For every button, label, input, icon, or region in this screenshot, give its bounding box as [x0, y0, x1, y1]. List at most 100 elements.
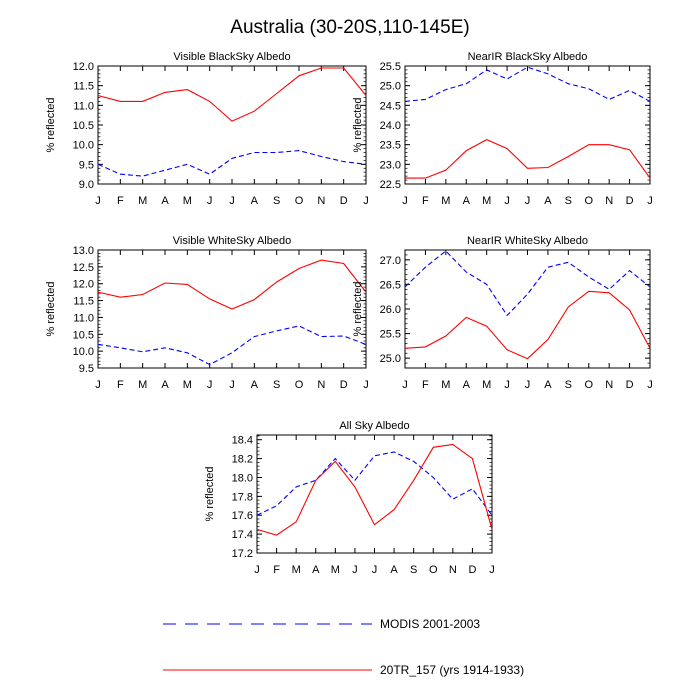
x-tick-label: J — [647, 379, 653, 391]
y-tick-label: 25.5 — [380, 61, 401, 73]
x-tick-label: A — [390, 564, 398, 576]
chart-title: Visible WhiteSky Albedo — [173, 235, 291, 247]
x-tick-label: M — [183, 195, 192, 207]
y-tick-label: 9.5 — [79, 159, 94, 171]
plot-frame — [404, 65, 651, 185]
modis-series-line — [404, 250, 651, 317]
y-tick-label: 9.5 — [79, 363, 94, 375]
x-tick-label: M — [441, 195, 450, 207]
chart-panel-3: Visible WhiteSky Albedo % reflected 9.5 10.… — [45, 235, 369, 391]
y-tick-label: 17.6 — [232, 510, 253, 522]
x-tick-label: J — [372, 564, 378, 576]
y-tick-label: 25.0 — [380, 353, 401, 365]
x-tick-label: J — [525, 379, 531, 391]
x-tick-label: S — [410, 564, 417, 576]
x-tick-label: J — [207, 195, 213, 207]
y-axis-label: % reflected — [204, 466, 216, 521]
y-tick-label: 25.5 — [380, 329, 401, 341]
x-tick-label: J — [254, 564, 260, 576]
x-tick-label: A — [251, 195, 259, 207]
x-tick-label: N — [449, 564, 457, 576]
x-tick-label: M — [138, 195, 147, 207]
y-tick-label: 18.2 — [232, 454, 253, 466]
chart-panel-5: All Sky Albedo % reflected 17.2 17.4 17.6 17.… — [204, 420, 495, 576]
y-tick-label: 12.0 — [73, 61, 94, 73]
chart-panel-2: NearIR BlackSky Albedo % reflected 22.5 23.… — [352, 51, 653, 207]
y-tick-label: 26.5 — [380, 279, 401, 291]
x-tick-label: M — [183, 379, 192, 391]
y-tick-label: 17.4 — [232, 529, 253, 541]
y-tick-label: 10.5 — [73, 329, 94, 341]
y-tick-label: 11.5 — [73, 296, 94, 308]
x-tick-label: J — [504, 195, 510, 207]
model-series-line — [256, 443, 493, 536]
y-tick-label: 23.0 — [380, 159, 401, 171]
x-tick-label: S — [565, 379, 572, 391]
model-series-line — [405, 138, 651, 179]
x-tick-label: J — [363, 379, 369, 391]
x-tick-label: N — [317, 195, 325, 207]
y-tick-label: 26.0 — [380, 304, 401, 316]
chart-panel-4: NearIR WhiteSky Albedo % reflected 25.0 25.… — [352, 235, 653, 391]
x-tick-label: S — [273, 195, 280, 207]
figure-title: Australia (30-20S,110-145E) — [230, 17, 469, 38]
y-tick-label: 22.5 — [380, 179, 401, 191]
modis-series-line — [97, 325, 367, 366]
x-tick-label: F — [422, 195, 429, 207]
x-tick-label: A — [161, 195, 169, 207]
modis-series-line — [256, 451, 493, 516]
x-tick-label: A — [544, 195, 552, 207]
y-axis-label: % reflected — [352, 97, 364, 152]
x-tick-label: J — [525, 195, 531, 207]
x-tick-label: O — [584, 379, 593, 391]
y-tick-label: 18.4 — [232, 435, 253, 447]
y-tick-label: 10.0 — [73, 140, 94, 152]
x-tick-label: D — [340, 195, 348, 207]
y-tick-label: 27.0 — [380, 255, 401, 267]
plot-frame — [404, 249, 651, 369]
y-axis-label: % reflected — [45, 97, 57, 152]
x-tick-label: M — [482, 379, 491, 391]
x-tick-label: D — [468, 564, 476, 576]
x-tick-label: M — [482, 195, 491, 207]
x-tick-label: A — [312, 564, 320, 576]
x-tick-label: M — [331, 564, 340, 576]
x-tick-label: M — [441, 379, 450, 391]
x-tick-label: N — [605, 379, 613, 391]
x-tick-label: J — [402, 379, 408, 391]
chart-title: NearIR BlackSky Albedo — [468, 51, 588, 63]
plot-frame — [256, 434, 493, 554]
x-tick-label: A — [463, 195, 471, 207]
y-axis-label: % reflected — [352, 281, 364, 336]
chart-panels: Visible BlackSky Albedo % reflected 9.0 9.5… — [45, 51, 653, 576]
chart-title: NearIR WhiteSky Albedo — [467, 235, 588, 247]
y-tick-label: 11.0 — [73, 100, 94, 112]
x-tick-label: J — [504, 379, 510, 391]
x-tick-label: J — [352, 564, 358, 576]
x-tick-label: F — [117, 379, 124, 391]
x-tick-label: D — [626, 195, 634, 207]
x-tick-label: J — [402, 195, 408, 207]
x-tick-label: O — [295, 195, 304, 207]
plot-frame — [97, 65, 367, 185]
x-tick-label: N — [605, 195, 613, 207]
x-tick-label: F — [422, 379, 429, 391]
x-tick-label: A — [161, 379, 169, 391]
legend: MODIS 2001-2003 20TR_157 (yrs 1914-1933) — [163, 617, 524, 677]
x-tick-label: A — [544, 379, 552, 391]
modis-series-line — [404, 66, 651, 102]
x-tick-label: J — [229, 195, 235, 207]
chart-panel-1: Visible BlackSky Albedo % reflected 9.0 9.5… — [45, 51, 369, 207]
legend-label: 20TR_157 (yrs 1914-1933) — [380, 663, 524, 677]
model-series-line — [404, 290, 651, 360]
x-tick-label: F — [273, 564, 280, 576]
y-tick-label: 24.0 — [380, 120, 401, 132]
x-tick-label: J — [229, 379, 235, 391]
x-tick-label: S — [565, 195, 572, 207]
y-tick-label: 23.5 — [380, 140, 401, 152]
y-tick-label: 11.0 — [73, 312, 94, 324]
y-tick-label: 17.8 — [232, 491, 253, 503]
y-tick-label: 17.2 — [232, 548, 253, 560]
x-tick-label: J — [95, 379, 101, 391]
x-tick-label: D — [626, 379, 634, 391]
